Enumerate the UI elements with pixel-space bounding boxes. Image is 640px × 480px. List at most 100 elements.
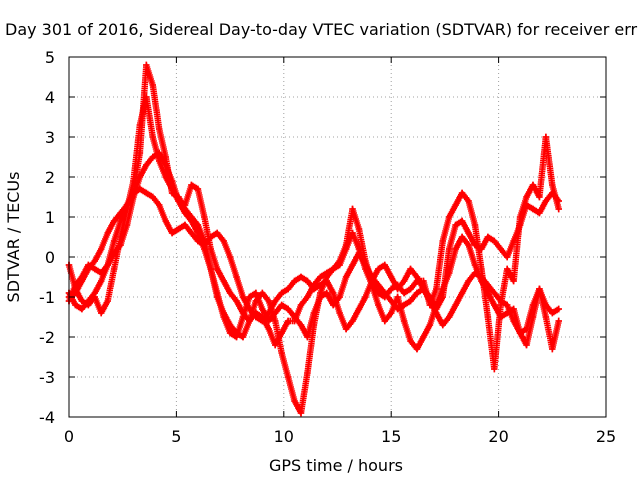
data-point (284, 317, 292, 325)
data-point (265, 317, 272, 325)
data-point (400, 289, 408, 297)
data-point (117, 241, 124, 249)
data-point (91, 265, 98, 273)
data-point (388, 297, 395, 305)
data-point (420, 285, 427, 293)
data-point (445, 245, 453, 253)
data-point (536, 285, 543, 293)
x-tick-label: 10 (274, 427, 294, 446)
data-point (355, 305, 363, 313)
data-point (220, 237, 227, 245)
data-point (375, 301, 382, 309)
data-point (445, 313, 453, 321)
data-point (85, 261, 92, 269)
data-point (555, 305, 562, 313)
data-point (510, 317, 517, 325)
data-point (516, 221, 524, 229)
data-point (503, 265, 511, 273)
data-point (497, 245, 504, 253)
data-point (555, 197, 562, 205)
data-point (330, 265, 337, 273)
data-point (246, 305, 253, 313)
data-point (278, 329, 285, 337)
data-point (297, 273, 305, 281)
data-point (252, 289, 260, 297)
data-point (272, 309, 279, 317)
data-point (297, 321, 305, 329)
data-point (239, 293, 247, 301)
data-point (336, 261, 343, 269)
data-point (272, 297, 279, 305)
data-point (445, 213, 453, 221)
data-point (452, 301, 459, 309)
data-point (239, 333, 247, 341)
data-point (91, 289, 98, 297)
data-point (181, 209, 189, 217)
x-axis-label: GPS time / hours (269, 456, 403, 475)
data-point (349, 317, 356, 325)
data-point (168, 229, 176, 237)
data-point (143, 93, 150, 101)
chart-title: Day 301 of 2016, Sidereal Day-to-day VTE… (5, 20, 638, 39)
data-point (407, 285, 414, 293)
data-point (304, 293, 311, 301)
data-point (497, 313, 504, 321)
data-point (362, 261, 369, 269)
data-point (407, 265, 414, 273)
data-point (433, 309, 440, 317)
data-point (233, 297, 240, 305)
data-point (143, 161, 150, 169)
data-point (478, 245, 485, 253)
data-point (529, 301, 537, 309)
data-point (426, 297, 434, 305)
data-point (491, 237, 498, 245)
data-point (252, 313, 260, 321)
data-point (516, 329, 524, 337)
data-point (226, 329, 234, 337)
data-point (214, 229, 221, 237)
data-point (381, 317, 388, 325)
data-point (465, 197, 472, 205)
data-point (226, 253, 234, 261)
data-point (317, 273, 324, 281)
data-point (478, 273, 485, 281)
data-point (168, 177, 176, 185)
y-tick-label: 3 (45, 128, 55, 147)
data-point (130, 189, 137, 197)
series-3 (65, 149, 562, 341)
data-point (246, 293, 253, 301)
data-point (491, 365, 498, 373)
data-point (484, 289, 492, 297)
data-point (549, 181, 556, 189)
x-tick-label: 5 (171, 427, 181, 446)
data-point (394, 285, 401, 293)
data-point (175, 197, 182, 205)
data-point (342, 325, 350, 333)
data-point (207, 233, 214, 241)
data-point (149, 133, 156, 141)
data-point (162, 161, 169, 169)
data-point (439, 321, 446, 329)
data-point (297, 409, 305, 417)
data-point (523, 325, 530, 333)
data-point (433, 285, 440, 293)
y-tick-label: -1 (39, 288, 55, 307)
data-point (452, 245, 459, 253)
data-point (162, 217, 169, 225)
data-point (207, 245, 214, 253)
data-point (407, 297, 414, 305)
data-point (272, 317, 279, 325)
data-point (117, 217, 124, 225)
data-point (72, 281, 79, 289)
data-point (317, 281, 324, 289)
data-point (413, 273, 421, 281)
data-point (388, 309, 395, 317)
data-point (491, 301, 498, 309)
data-point (72, 301, 79, 309)
data-point (542, 197, 550, 205)
data-point (465, 229, 472, 237)
data-point (233, 273, 240, 281)
data-marks (65, 61, 562, 417)
data-point (471, 241, 479, 249)
data-point (523, 193, 530, 201)
